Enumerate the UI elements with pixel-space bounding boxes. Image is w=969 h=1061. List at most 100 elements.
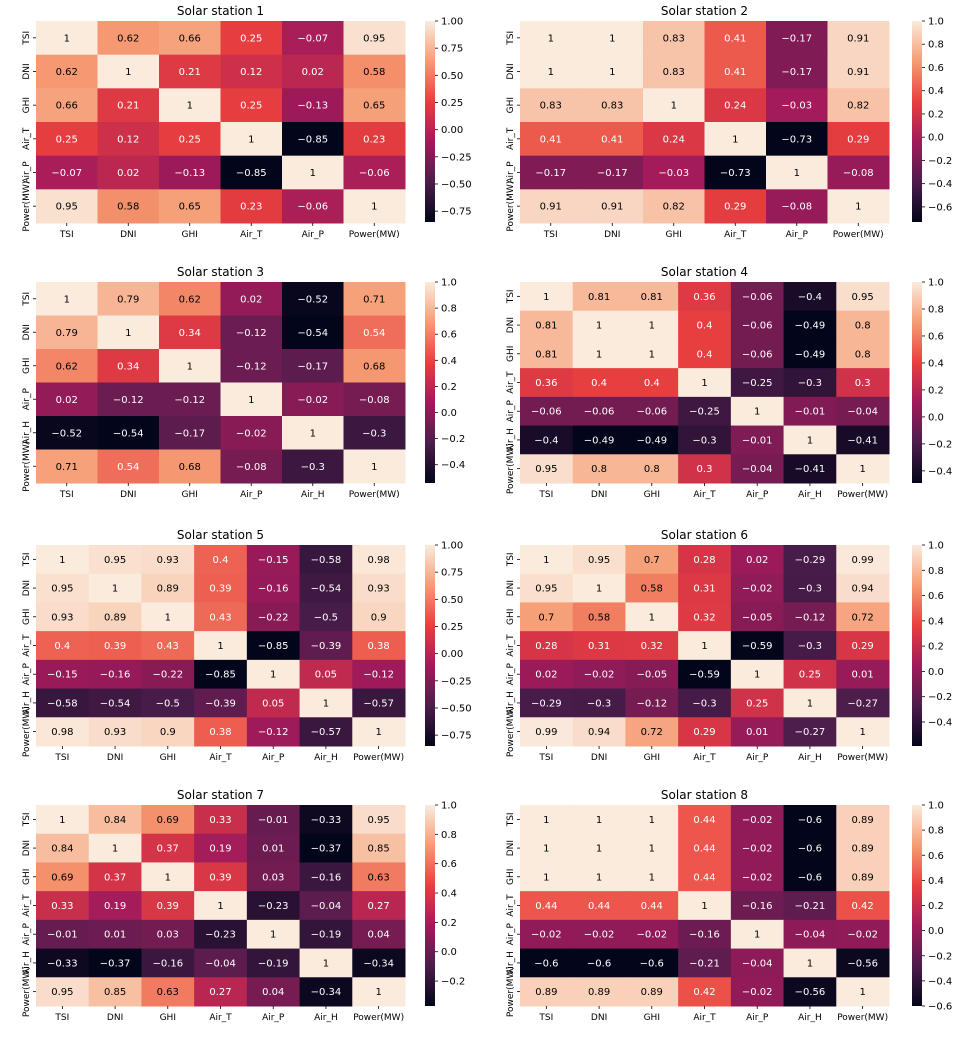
colorbar (912, 282, 922, 483)
cell-value-label: −0.02 (742, 987, 773, 998)
heatmap-cell (520, 862, 574, 892)
cell-value-label: 0.4 (644, 378, 660, 389)
heatmap-cell (572, 948, 626, 978)
heatmap-cell (678, 602, 732, 632)
cell-value-label: 0.95 (363, 33, 385, 44)
cell-value-label: 0.04 (368, 930, 390, 941)
cell-value-label: 1 (649, 612, 655, 623)
heatmap-cell (836, 977, 890, 1007)
heatmap-cell (836, 339, 890, 369)
cell-value-label: 1 (649, 349, 655, 360)
heatmap-cell (352, 948, 406, 978)
heatmap-cell (730, 688, 785, 718)
heatmap-cell (678, 545, 732, 575)
cell-value-label: 0.41 (724, 67, 746, 78)
colorbar-tick-label: 0.6 (928, 331, 944, 342)
heatmap-cell (220, 21, 283, 56)
heatmap-cell (836, 573, 890, 603)
heatmap-cell (352, 717, 406, 747)
heatmap-cell (88, 833, 142, 863)
cell-value-label: 0.29 (724, 202, 746, 213)
colorbar (425, 282, 435, 483)
heatmap-cell (352, 631, 406, 661)
heatmap-cell (246, 545, 301, 575)
heatmap-cell (625, 339, 679, 369)
y-tick-label: TSI (22, 812, 32, 827)
cell-value-label: 0.44 (693, 815, 715, 826)
cell-value-label: 1 (543, 555, 549, 566)
heatmap-cell (783, 454, 837, 484)
y-tick-label: GHI (22, 609, 32, 625)
cell-value-label: −0.12 (363, 670, 394, 681)
cell-value-label: 0.58 (588, 612, 610, 623)
colorbar-tick-label: 0.4 (928, 86, 944, 97)
y-tick-label: Power(MW) (22, 966, 32, 1017)
x-tick-label: Power(MW) (353, 753, 404, 763)
heatmap-cell (246, 948, 301, 978)
cell-value-label: −0.01 (47, 930, 78, 941)
heatmap-cell (827, 189, 890, 224)
heatmap-cell (141, 833, 195, 863)
heatmap-cell (520, 21, 582, 56)
heatmap-cell (836, 368, 890, 398)
heatmap-cell (194, 631, 248, 661)
heatmap-cell (194, 805, 248, 835)
heatmap-cell (194, 891, 248, 921)
cell-value-label: −0.59 (689, 670, 720, 681)
cell-value-label: −0.17 (174, 428, 205, 439)
y-tick-label: DNI (506, 580, 516, 596)
heatmap-cell (36, 948, 90, 978)
x-tick-label: TSI (59, 490, 74, 500)
cell-value-label: −0.27 (847, 698, 878, 709)
cell-value-label: −0.22 (152, 670, 183, 681)
cell-value-label: 0.33 (51, 901, 73, 912)
heatmap-cell (581, 54, 644, 89)
colorbar-tick-label: 1.00 (441, 541, 463, 552)
heatmap-cell (352, 573, 406, 603)
cell-value-label: 0.3 (697, 464, 713, 475)
cell-value-label: −0.34 (311, 987, 342, 998)
cell-value-label: 0.83 (540, 101, 562, 112)
cell-value-label: 0.62 (179, 294, 201, 305)
heatmap-cell (194, 948, 248, 978)
heatmap-cell (783, 368, 837, 398)
heatmap-cell (783, 282, 837, 312)
x-tick-label: DNI (107, 753, 123, 763)
heatmap-cell (643, 189, 705, 224)
heatmap-cell (141, 631, 195, 661)
cell-value-label: 0.43 (209, 612, 231, 623)
heatmap-cell (141, 919, 195, 950)
heatmap-cell (678, 631, 732, 661)
heatmap-cell (783, 659, 837, 690)
heatmap-cell (572, 282, 626, 312)
colorbar-tick-label: −0.25 (441, 676, 472, 687)
colorbar-tick-label: −0.75 (441, 731, 472, 742)
heatmap-cell (625, 919, 679, 950)
cell-value-label: 0.66 (56, 101, 78, 112)
colorbar-tick-label: 1.00 (441, 17, 463, 28)
heatmap-cell (194, 833, 248, 863)
cell-value-label: 0.28 (693, 555, 715, 566)
heatmap-cell (343, 449, 406, 484)
heatmap-cell (625, 310, 679, 340)
cell-value-label: −0.12 (174, 395, 205, 406)
heatmap-cell (220, 315, 283, 350)
cell-value-label: 0.94 (588, 727, 610, 738)
colorbar-tick-label: 0.8 (441, 304, 457, 315)
x-tick-label: Air_P (262, 753, 285, 763)
x-tick-label: Air_P (262, 1013, 285, 1023)
panel-title: Solar station 5 (177, 528, 264, 542)
x-tick-label: Air_T (240, 230, 263, 240)
heatmap-cell (783, 310, 837, 340)
heatmap-cell (36, 416, 98, 450)
cell-value-label: 0.81 (535, 349, 557, 360)
heatmap-cell (343, 122, 406, 157)
colorbar-tick-label: 0.25 (441, 98, 463, 109)
heatmap-cell (836, 717, 890, 747)
colorbar-tick-label: 0.2 (441, 918, 457, 929)
cell-value-label: 0.42 (852, 901, 874, 912)
heatmap-cell (343, 282, 406, 316)
heatmap-cell (766, 122, 828, 157)
heatmap-cell (36, 449, 98, 484)
y-tick-label: TSI (506, 812, 516, 827)
